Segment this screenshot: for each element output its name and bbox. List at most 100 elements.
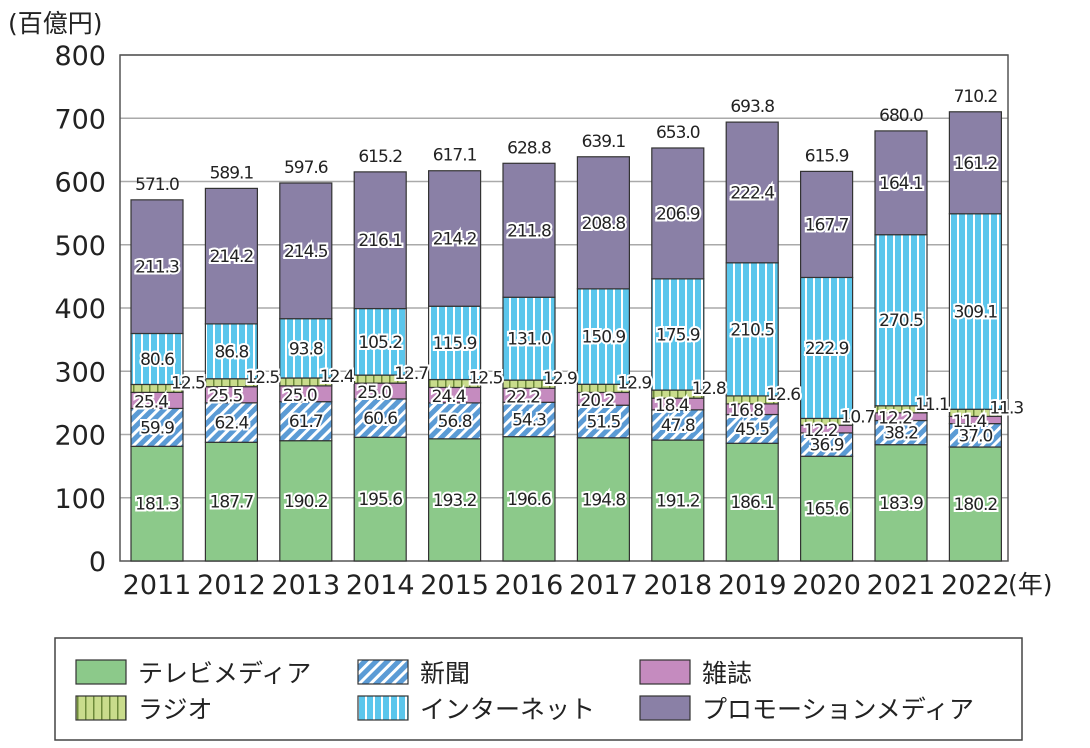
data-label: 60.6 [363,409,397,429]
x-unit-label: (年) [1008,570,1053,599]
total-label: 589.1 [210,163,254,183]
data-label: 12.6 [766,385,800,405]
data-label: 22.2 [506,387,540,407]
bar-segment [725,262,779,397]
y-tick-label: 200 [54,421,106,452]
data-label: 86.8 [214,342,248,362]
data-label: 61.7 [289,412,323,432]
bar-segment [725,121,779,264]
bar-segment [948,213,1003,410]
bar-segment [651,278,705,391]
data-label: 62.4 [214,414,248,434]
data-label: 208.8 [582,214,626,234]
legend-swatch [75,695,127,721]
legend-label: プロモーションメディア [702,695,974,724]
total-label: 639.1 [582,132,626,152]
data-label: 20.2 [580,391,614,411]
data-label: 45.5 [735,420,769,440]
data-label: 211.8 [507,221,551,241]
data-label: 196.6 [507,490,551,510]
data-label: 51.5 [586,413,620,433]
data-label: 38.2 [884,424,918,444]
legend-swatch [357,659,409,685]
data-label: 12.5 [171,373,205,393]
data-label: 36.9 [810,436,844,456]
data-label: 164.1 [879,174,923,194]
legend-item: 雑誌 [639,659,752,688]
bar-segment [874,444,928,562]
data-label: 195.6 [358,490,402,510]
total-label: 653.0 [656,123,700,143]
total-label: 710.2 [954,87,998,107]
data-label: 12.2 [804,421,838,441]
bar-segment [725,442,779,562]
data-label: 59.9 [140,418,174,438]
bar-segment [948,446,1003,562]
data-label: 12.4 [320,367,354,387]
total-label: 597.6 [284,158,328,178]
bar-segment [948,111,1003,215]
data-label: 211.3 [135,258,179,278]
total-label: 615.2 [358,147,402,167]
data-label: 187.7 [210,493,254,513]
data-label: 216.1 [358,231,402,251]
bar-segment [428,170,482,307]
legend-label: テレビメディア [138,659,311,688]
bar-segment [874,234,928,407]
bar-segment [874,419,928,446]
bar-segment [204,402,258,443]
total-label: 617.1 [433,146,477,166]
bar-segment [353,307,407,376]
data-label: 12.5 [245,368,279,388]
data-label: 210.5 [730,320,774,340]
data-label: 115.9 [433,334,477,354]
legend-item: インターネット [357,695,595,724]
bar-segment [204,441,258,562]
y-tick-label: 100 [54,484,106,515]
legend-item: テレビメディア [75,659,311,688]
x-tick-label: 2022 [941,570,1010,601]
data-label: 47.8 [661,416,695,436]
data-label: 270.5 [879,311,923,331]
y-tick-label: 500 [54,231,106,262]
y-tick-label: 0 [89,547,106,578]
bar-segment [204,323,258,380]
data-label: 193.2 [433,491,477,511]
x-tick-label: 2012 [197,570,266,601]
x-tick-label: 2018 [643,570,712,601]
bar-segment [799,276,854,420]
bar-segment [279,440,333,562]
data-label: 222.4 [730,183,774,203]
bar-segment [428,305,482,381]
bar-segment [874,130,928,236]
bar-segment [428,402,482,440]
legend-item: ラジオ [75,695,213,724]
data-label: 105.2 [358,333,402,353]
x-tick-label: 2017 [569,570,638,601]
data-label: 131.0 [507,330,551,350]
data-label: 194.8 [582,490,626,510]
y-tick-label: 800 [54,41,106,72]
data-label: 10.7 [841,407,875,427]
legend-swatch [639,695,691,721]
data-label: 12.9 [543,369,577,389]
bar-segment [279,318,333,379]
data-label: 18.4 [655,396,689,416]
x-tick-label: 2013 [271,570,340,601]
legend-label: 雑誌 [702,659,752,688]
x-tick-label: 2015 [420,570,489,601]
bar-segment [279,182,333,320]
bar-segment [130,199,184,335]
bar-segment [651,439,705,562]
bar-segment [502,296,556,381]
legend-label: 新聞 [420,659,470,688]
bar-segment [651,147,705,280]
data-label: 214.5 [284,242,328,262]
total-label: 693.8 [730,97,774,117]
total-label: 680.0 [879,106,923,126]
data-label: 214.2 [210,247,254,267]
data-label: 165.6 [805,500,849,520]
data-label: 56.8 [438,412,472,432]
